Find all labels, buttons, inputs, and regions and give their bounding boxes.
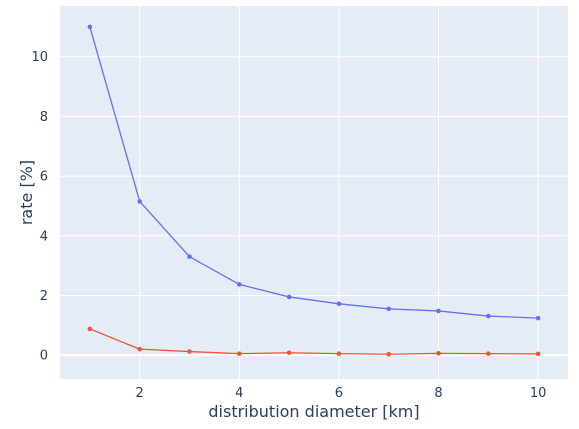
y-tick-label: 2 <box>40 289 48 304</box>
data-point[interactable] <box>336 301 342 307</box>
data-point[interactable] <box>187 254 192 259</box>
data-point[interactable] <box>286 294 292 300</box>
data-point[interactable] <box>236 282 242 287</box>
y-tick-label: 4 <box>40 229 48 244</box>
data-point[interactable] <box>486 351 491 356</box>
series-line <box>89 328 539 355</box>
plot-background <box>60 6 568 379</box>
data-point[interactable] <box>236 351 242 356</box>
data-point[interactable] <box>535 351 541 357</box>
data-point[interactable] <box>386 351 392 357</box>
y-tick-label: 0 <box>40 349 48 364</box>
data-point[interactable] <box>486 313 491 319</box>
data-point[interactable] <box>137 346 142 352</box>
x-tick-label: 4 <box>235 386 243 401</box>
grid <box>60 6 568 379</box>
data-point[interactable] <box>436 308 441 314</box>
tick-labels: 2 4 6 8 10 0 2 4 6 8 10 <box>31 50 546 401</box>
data-point[interactable] <box>436 351 441 356</box>
series-2 <box>87 326 541 357</box>
y-tick-label: 10 <box>31 50 48 65</box>
data-point[interactable] <box>386 306 392 312</box>
data-point[interactable] <box>137 199 142 204</box>
y-axis-title: rate [%] <box>17 160 36 225</box>
series-line <box>89 26 539 319</box>
data-point[interactable] <box>87 326 93 332</box>
series-layer <box>87 24 541 357</box>
series-1 <box>87 24 541 321</box>
x-tick-label: 8 <box>434 386 442 401</box>
data-point[interactable] <box>286 350 292 356</box>
data-point[interactable] <box>87 24 93 30</box>
data-point[interactable] <box>187 349 192 354</box>
x-tick-label: 10 <box>530 386 547 401</box>
data-point[interactable] <box>535 315 541 321</box>
y-tick-label: 6 <box>40 170 48 185</box>
y-tick-label: 8 <box>40 110 48 125</box>
x-tick-label: 6 <box>335 386 343 401</box>
x-axis-title: distribution diameter [km] <box>208 402 419 421</box>
x-tick-label: 2 <box>136 386 144 401</box>
data-point[interactable] <box>336 351 342 356</box>
